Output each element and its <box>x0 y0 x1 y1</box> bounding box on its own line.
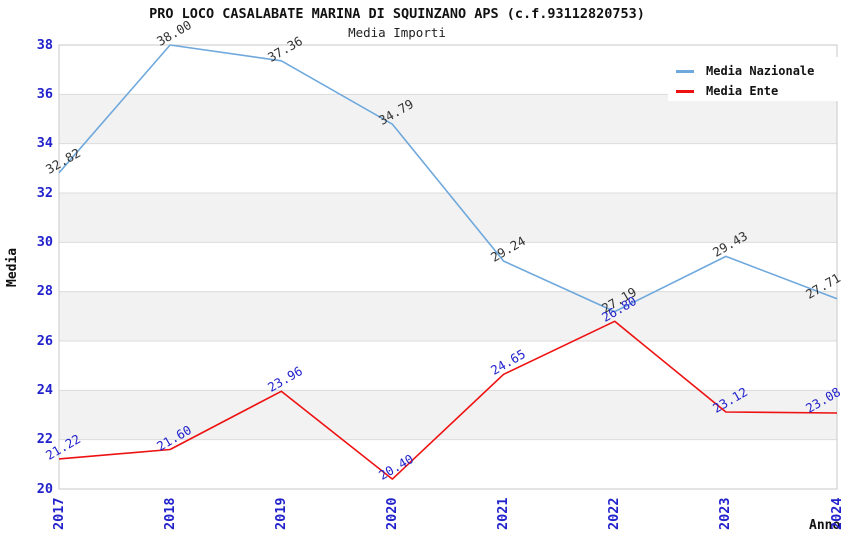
plot-band <box>59 94 837 144</box>
plot-band <box>59 390 837 440</box>
x-tick-label: 2021 <box>495 497 512 530</box>
y-tick-label: 20 <box>36 480 53 497</box>
y-axis-title: Media <box>5 247 20 287</box>
series-line-nazionale <box>58 44 838 313</box>
legend: Media Nazionale Media Ente <box>668 57 838 101</box>
y-tick-label: 30 <box>36 233 53 250</box>
x-tick-label: 2023 <box>717 497 734 530</box>
y-tick-label: 24 <box>36 381 53 398</box>
legend-item-ente: Media Ente <box>676 81 838 101</box>
legend-swatch <box>676 89 694 93</box>
x-tick-label: 2017 <box>50 497 67 530</box>
legend-item-nazionale: Media Nazionale <box>676 61 838 81</box>
legend-label: Media Nazionale <box>706 64 815 78</box>
plot-band <box>59 291 837 341</box>
legend-label: Media Ente <box>706 84 779 98</box>
x-tick-label: 2024 <box>828 497 845 530</box>
y-tick-label: 22 <box>36 431 53 448</box>
legend-swatch <box>676 69 694 73</box>
plot-border <box>58 44 838 490</box>
x-axis-title: Anno <box>809 518 841 533</box>
x-tick-label: 2018 <box>161 497 178 530</box>
x-tick-label: 2019 <box>272 497 289 530</box>
y-tick-label: 34 <box>36 135 53 152</box>
series-line-ente <box>58 320 838 480</box>
chart-title: PRO LOCO CASALABATE MARINA DI SQUINZANO … <box>149 6 645 22</box>
x-tick-label: 2022 <box>606 497 623 530</box>
chart-subtitle: Media Importi <box>348 25 446 40</box>
y-tick-label: 32 <box>36 184 53 201</box>
y-tick-label: 36 <box>36 85 53 102</box>
x-tick-label: 2020 <box>383 497 400 530</box>
y-tick-label: 38 <box>36 36 53 53</box>
plot-band <box>59 193 837 243</box>
y-tick-label: 28 <box>36 283 53 300</box>
y-tick-label: 26 <box>36 332 53 349</box>
